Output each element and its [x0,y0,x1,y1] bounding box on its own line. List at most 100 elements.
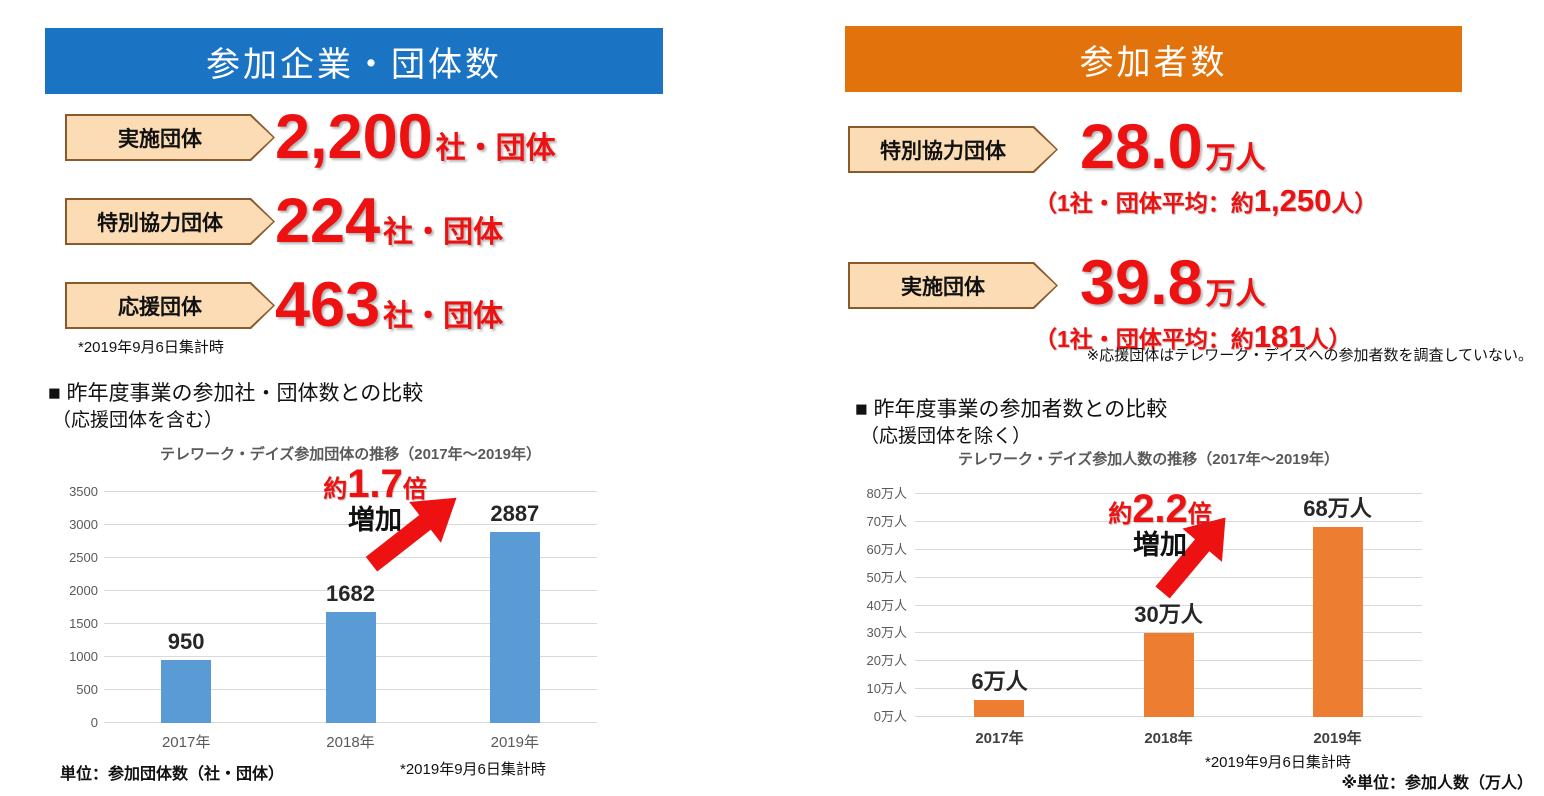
badge-label: 実施団体 [901,275,985,299]
y-tick-label: 60万人 [866,541,907,557]
x-axis-labels: 2017年 2018年 2019年 [915,727,1422,748]
y-tick-label: 3000 [69,517,98,532]
label-badge: 実施団体 [65,114,275,161]
label-badge: 特別協力団体 [65,198,275,245]
right-comparison-heading: ■ 昨年度事業の参加者数との比較 [855,398,1168,421]
left-comparison-heading: ■ 昨年度事業の参加社・団体数との比較 [48,382,424,405]
left-chart-date-note: *2019年9月6日集計時 [400,761,546,778]
increase-sub-text: 増加 [348,505,402,535]
x-axis-label: 2017年 [975,730,1024,747]
gridline [915,520,1422,522]
stat-value: 224 社・団体 [275,190,503,253]
bar-value-label: 6万人 [971,669,1028,695]
badge-fill-shape [67,284,273,327]
increase-arrow-icon [1155,517,1226,599]
gridline [104,491,597,492]
increase-annotation: 約2.2倍 増加 [1090,488,1230,559]
stat-unit: 社・団体 [435,132,556,165]
bar-2019年 [1312,527,1363,717]
chart-plot-area: 0万人 10万人 20万人 30万人 40万人 50万人 60万人 70万人 80万人 6万人 3… [845,487,1437,723]
stat-row-tokubetsu-kyoryoku-sanka: 特別協力団体 28.0 万人 （1社・団体平均：約1,250人） [848,116,1377,219]
gridline [104,590,597,591]
stat-value: 28.0 万人 [1080,116,1377,179]
y-axis-ticks: 0 500 1000 1500 2000 2500 3000 3500 [60,485,98,729]
label-badge: 特別協力団体 [848,126,1058,173]
right-chart-unit-caption: ※単位：参加人数（万人） [1341,775,1533,792]
x-axis-label: 2019年 [1313,730,1362,747]
gridline [915,493,1422,494]
gridline [915,604,1422,606]
x-axis-label: 2018年 [326,734,375,751]
bar-value-label: 68万人 [1303,496,1372,522]
right-comparison-subheading: （応援団体を除く） [860,426,1032,447]
x-axis-label: 2017年 [161,734,211,751]
y-axis-ticks: 0万人 10万人 20万人 30万人 40万人 50万人 60万人 70万人 80万人 [845,487,907,723]
increase-annotation: 約1.7倍 増加 [305,463,445,534]
participants-trend-chart: テレワーク・デイズ参加人数の推移（2017年～2019年） 0万人 10万人 20万… [845,448,1437,783]
organizations-trend-chart: テレワーク・デイズ参加団体の推移（2017年～2019年） 0 500 1000 15… [60,443,605,783]
bar-value-label: 1682 [326,581,375,606]
badge-label: 応援団体 [118,295,202,319]
stat-number: 463 [275,270,381,340]
stat-average-note: （1社・団体平均：約1,250人） [1034,183,1378,218]
badge-fill-shape [850,128,1056,171]
right-panel-title: 参加者数 [845,26,1462,92]
stat-unit: 社・団体 [383,300,504,333]
stat-number: 224 [275,186,381,256]
badge-label: 特別協力団体 [97,211,223,235]
plot: 950 1682 2887 [104,491,597,723]
stat-number: 2,200 [275,102,433,172]
chart-title: テレワーク・デイズ参加団体の推移（2017年～2019年） [160,446,541,463]
badge-fill-shape [67,200,273,243]
stat-number: 39.8 [1080,248,1203,318]
bar-2019年 [489,532,540,723]
y-tick-label: 3500 [69,484,98,499]
badge-fill-shape [67,116,273,159]
gridline [915,548,1422,550]
y-tick-label: 50万人 [866,569,907,585]
left-chart-unit-caption: 単位：参加団体数（社・団体） [60,766,285,783]
right-chart-date-note: *2019年9月6日集計時 [1205,754,1351,771]
plot: 6万人 30万人 68万人 [915,493,1422,717]
y-tick-label: 70万人 [866,513,907,529]
chart-plot-area: 0 500 1000 1500 2000 2500 3000 3500 950 1682 2887 [60,485,605,729]
stat-value: 39.8 万人 [1080,252,1352,315]
bar-2017年 [974,700,1025,717]
stat-value: 2,200 社・団体 [275,106,556,169]
bar-2018年 [325,612,376,723]
chart-title: テレワーク・デイズ参加人数の推移（2017年～2019年） [958,451,1339,468]
badge-label: 特別協力団体 [880,139,1006,163]
y-tick-label: 30万人 [866,625,907,641]
bar-2018年 [1143,633,1194,717]
y-tick-label: 2000 [69,583,98,599]
y-tick-label: 0 [90,715,98,730]
stat-value: 463 社・団体 [275,274,503,337]
label-badge: 応援団体 [65,282,275,329]
badge-label: 実施団体 [118,127,202,151]
label-badge: 実施団体 [848,262,1058,309]
bar-value-label: 30万人 [1134,602,1203,628]
stat-row-tokubetsu-kyoryoku: 特別協力団体 224 社・団体 [65,190,503,253]
bar-2017年 [161,660,212,723]
increase-factor-text: 約2.2倍 [1108,487,1212,531]
stat-unit: 社・団体 [383,216,504,249]
y-tick-label: 80万人 [866,486,907,501]
left-comparison-subheading: （応援団体を含む） [52,410,224,431]
x-axis-labels: 2017年 2018年 2019年 [104,731,597,752]
stat-row-jisshi-dantai: 実施団体 2,200 社・団体 [65,106,556,169]
bar-value-label: 950 [167,629,205,655]
right-survey-note: ※応援団体はテレワーク・デイズへの参加者数を調査していない。 [1086,347,1533,364]
increase-arrow-icon [365,497,457,572]
stat-row-ouen-dantai: 応援団体 463 社・団体 [65,274,503,337]
y-tick-label: 2500 [69,550,98,565]
y-tick-label: 1000 [69,649,98,665]
x-axis-label: 2019年 [490,734,539,751]
y-tick-label: 1500 [69,616,98,631]
stat-number: 28.0 [1080,112,1203,182]
increase-factor-text: 約1.7倍 [323,462,427,506]
bar-value-label: 2887 [490,501,540,527]
gridline [915,632,1422,634]
stat-row-jisshi-dantai-sanka: 実施団体 39.8 万人 （1社・団体平均：約181人） [848,252,1352,355]
left-panel-title: 参加企業・団体数 [45,28,663,94]
increase-sub-text: 増加 [1133,530,1187,560]
